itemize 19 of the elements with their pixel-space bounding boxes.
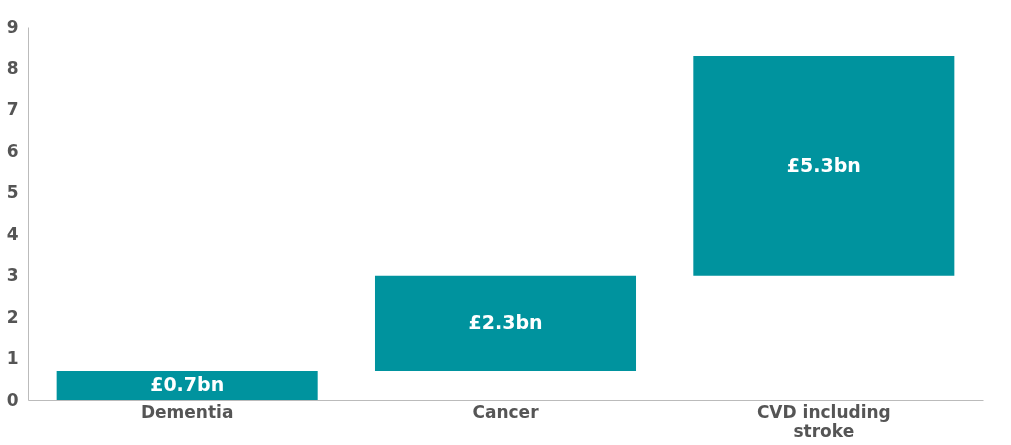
y-tick-label: 1 [6,348,19,369]
y-tick-label: 8 [6,57,19,78]
y-tick-label: 0 [6,389,19,410]
bar [56,370,318,400]
data-label: £0.7bn [150,373,225,396]
x-tick-label: Cancer [472,401,540,422]
y-tick-label: 6 [6,140,19,161]
x-tick-label: Dementia [140,401,234,422]
x-tick-label: CVD including stroke [756,401,891,441]
bar [693,56,955,276]
y-tick-label: 2 [6,306,19,327]
y-tick-label: 9 [6,16,19,37]
data-label: £2.3bn [468,311,543,334]
data-label: £5.3bn [786,153,861,176]
y-tick-label: 3 [6,265,19,286]
y-tick-label: 4 [6,223,19,244]
bar [374,275,637,371]
y-tick-label: 5 [6,182,19,203]
y-tick-label: 7 [6,99,19,120]
